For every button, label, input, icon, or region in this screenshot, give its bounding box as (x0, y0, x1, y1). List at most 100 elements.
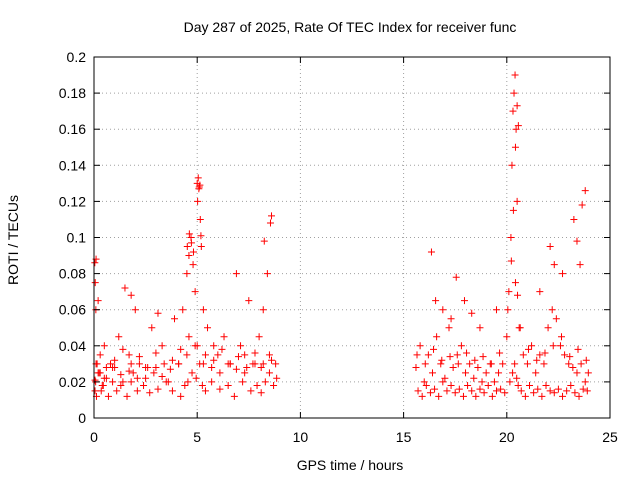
data-point (247, 387, 255, 395)
data-point (474, 363, 482, 371)
data-point (199, 306, 207, 314)
data-point (421, 360, 429, 368)
data-point (201, 387, 209, 395)
data-point (574, 345, 582, 353)
data-point (179, 306, 187, 314)
data-point (496, 349, 504, 357)
data-point (168, 387, 176, 395)
data-point (158, 372, 166, 380)
data-point (445, 324, 453, 332)
data-point (194, 174, 202, 182)
data-point (516, 324, 524, 332)
x-tick-label: 10 (293, 429, 309, 445)
data-point (492, 306, 500, 314)
y-tick-label: 0.08 (59, 266, 86, 282)
data-point (569, 363, 577, 371)
data-point (127, 291, 135, 299)
data-point (265, 351, 273, 359)
data-point (447, 315, 455, 323)
x-tick-label: 15 (396, 429, 412, 445)
data-point (188, 369, 196, 377)
data-point (431, 385, 439, 393)
data-point (468, 387, 476, 395)
data-point (488, 392, 496, 400)
data-point (142, 363, 150, 371)
data-point (104, 392, 112, 400)
data-point (438, 356, 446, 364)
data-point (459, 392, 467, 400)
data-point (541, 349, 549, 357)
data-point (197, 243, 205, 251)
data-point (530, 389, 538, 397)
x-tick-label: 25 (602, 429, 618, 445)
data-point (501, 389, 509, 397)
data-point (449, 363, 457, 371)
data-point (260, 237, 268, 245)
data-point (94, 369, 102, 377)
data-point (99, 382, 107, 390)
data-point (115, 333, 123, 341)
data-point (544, 324, 552, 332)
data-point (183, 270, 191, 278)
data-point (175, 360, 183, 368)
data-point (123, 392, 131, 400)
data-point (480, 389, 488, 397)
data-point (509, 206, 517, 214)
data-point (146, 389, 154, 397)
data-point (177, 345, 185, 353)
data-point (579, 385, 587, 393)
data-point (184, 378, 192, 386)
data-point (582, 356, 590, 364)
data-point (554, 385, 562, 393)
data-point (517, 387, 525, 395)
data-point (484, 382, 492, 390)
data-point (198, 382, 206, 390)
data-point (166, 365, 174, 373)
data-point (197, 232, 205, 240)
data-point (505, 288, 513, 296)
data-point (509, 107, 517, 115)
data-point (559, 392, 567, 400)
data-point (511, 279, 519, 287)
data-point (148, 324, 156, 332)
data-point (220, 333, 228, 341)
data-point (550, 389, 558, 397)
data-point (196, 181, 204, 189)
data-point (257, 389, 265, 397)
y-tick-label: 0 (78, 410, 86, 426)
data-point (204, 324, 212, 332)
data-point (528, 342, 536, 350)
y-tick-label: 0.12 (59, 193, 86, 209)
data-point (119, 345, 127, 353)
data-point (119, 378, 127, 386)
data-point (546, 387, 554, 395)
data-point (521, 392, 529, 400)
data-point (241, 351, 249, 359)
data-point (559, 270, 567, 278)
data-point (433, 333, 441, 341)
data-point (263, 270, 271, 278)
data-point (208, 363, 216, 371)
data-point (237, 342, 245, 350)
data-point (268, 356, 276, 364)
data-point (561, 351, 569, 359)
data-point (194, 197, 202, 205)
data-point (534, 385, 542, 393)
data-point (121, 284, 129, 292)
data-point (455, 385, 463, 393)
data-point (451, 389, 459, 397)
data-point (507, 234, 515, 241)
data-point (476, 385, 484, 393)
data-point (232, 270, 240, 278)
data-point (540, 360, 548, 368)
data-point (552, 315, 560, 323)
data-point (470, 374, 478, 382)
data-point (100, 342, 108, 350)
data-point (504, 306, 512, 314)
data-point (538, 392, 546, 400)
data-point (479, 353, 487, 361)
data-point (195, 185, 203, 193)
data-point (570, 215, 578, 223)
data-point (129, 369, 137, 377)
data-point (509, 369, 517, 377)
